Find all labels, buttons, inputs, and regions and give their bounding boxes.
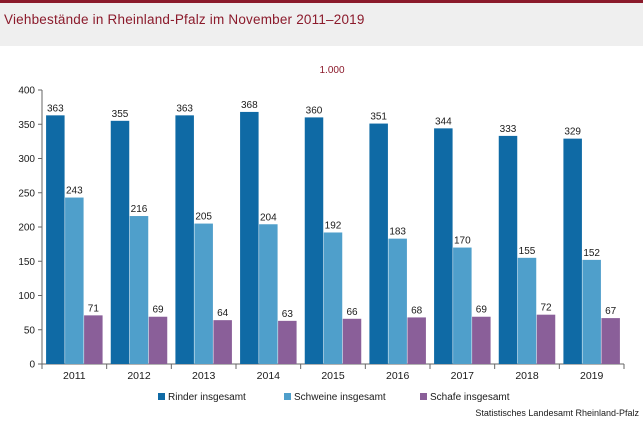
data-label: 72	[540, 303, 552, 314]
y-tick-label: 150	[18, 257, 35, 268]
data-label: 64	[217, 308, 229, 319]
x-tick-label-2014: 2014	[257, 370, 281, 382]
legend-label: Rinder insgesamt	[168, 392, 246, 403]
data-label: 152	[583, 248, 600, 259]
bar-schweine-2016	[388, 238, 407, 364]
x-tick-label-2012: 2012	[127, 370, 151, 382]
y-tick-label: 300	[18, 154, 35, 165]
data-label: 170	[454, 236, 471, 247]
data-label: 368	[241, 100, 258, 111]
bar-schweine-2019	[582, 259, 601, 364]
data-label: 204	[260, 212, 277, 223]
bar-schafe-2016	[407, 317, 426, 364]
legend-label: Schweine insgesamt	[294, 392, 386, 403]
data-label: 329	[564, 127, 581, 138]
data-label: 69	[476, 305, 488, 316]
x-tick-label-2018: 2018	[515, 370, 539, 382]
source-note: Statistisches Landesamt Rheinland-Pfalz	[475, 408, 639, 418]
bar-rinder-2012	[110, 120, 130, 364]
x-tick-label-2013: 2013	[192, 370, 216, 382]
data-label: 69	[152, 305, 164, 316]
x-tick-label-2015: 2015	[321, 370, 345, 382]
data-label: 71	[88, 303, 100, 314]
top-accent-rule	[0, 0, 643, 3]
data-label: 66	[346, 307, 358, 318]
bar-rinder-2015	[304, 117, 324, 365]
bar-schafe-2017	[472, 316, 491, 364]
bar-rinder-2014	[240, 111, 259, 364]
y-tick-label: 350	[18, 120, 35, 131]
bar-rinder-2016	[369, 123, 388, 364]
bar-schafe-2015	[342, 318, 362, 364]
x-tick-label-2016: 2016	[386, 370, 410, 382]
data-label: 63	[282, 309, 294, 320]
bar-chart: 1.000 0 50 100 150 200 250 300 350 400 2011 2012 20…	[18, 65, 639, 418]
bar-schweine-2018	[517, 257, 537, 364]
bar-schafe-2014	[278, 320, 297, 364]
bar-schweine-2014	[259, 224, 278, 364]
y-tick-label: 400	[18, 86, 35, 97]
bar-schweine-2011	[65, 197, 84, 364]
data-label: 333	[500, 124, 517, 135]
y-tick-label: 0	[29, 360, 35, 371]
data-label: 205	[195, 212, 212, 223]
legend-swatch	[420, 393, 427, 400]
chart-panel: 1.000 0 50 100 150 200 250 300 350 400 2011 2012 20…	[0, 46, 643, 422]
bar-rinder-2011	[46, 115, 65, 364]
data-label: 68	[411, 305, 423, 316]
data-label: 360	[306, 105, 323, 116]
data-label: 183	[389, 227, 406, 238]
y-tick-label: 200	[18, 223, 35, 234]
bars	[46, 111, 620, 365]
data-label: 243	[66, 186, 83, 197]
bar-schweine-2015	[323, 232, 343, 364]
unit-label: 1.000	[319, 65, 344, 76]
data-label: 363	[176, 103, 193, 114]
bar-rinder-2018	[498, 135, 518, 364]
y-tick-label: 100	[18, 291, 35, 302]
y-tick-label: 250	[18, 188, 35, 199]
y-tick-label: 50	[24, 325, 36, 336]
x-tick-label-2011: 2011	[63, 370, 86, 382]
data-label: 355	[112, 109, 129, 120]
bar-rinder-2013	[175, 115, 194, 364]
legend: Rinder insgesamt Schweine insgesamt Schafe…	[158, 392, 510, 403]
legend-swatch	[284, 393, 291, 400]
bar-schweine-2017	[453, 247, 472, 364]
legend-label: Schafe insgesamt	[430, 392, 510, 403]
bar-rinder-2019	[563, 138, 582, 364]
bar-schafe-2011	[84, 315, 103, 364]
bar-schafe-2019	[601, 318, 620, 364]
bar-schweine-2013	[194, 223, 213, 364]
data-labels: 363 355 363 368 360 351 344 333 329 243 216 205 204 1…	[47, 100, 617, 320]
bar-schafe-2018	[536, 314, 556, 364]
legend-swatch	[158, 393, 165, 400]
x-tick-label-2019: 2019	[580, 370, 604, 382]
bar-schafe-2013	[213, 320, 232, 364]
bar-schafe-2012	[148, 316, 168, 364]
chart-title: Viehbestände in Rheinland-Pfalz im Novem…	[4, 12, 365, 27]
data-label: 67	[605, 306, 617, 317]
data-label: 344	[435, 116, 452, 127]
data-label: 192	[325, 220, 342, 231]
data-label: 155	[519, 246, 536, 257]
data-label: 216	[131, 204, 148, 215]
bar-schweine-2012	[129, 216, 149, 364]
x-tick-label-2017: 2017	[451, 370, 475, 382]
data-label: 351	[370, 112, 387, 123]
bar-rinder-2017	[434, 128, 453, 364]
data-label: 363	[47, 103, 64, 114]
